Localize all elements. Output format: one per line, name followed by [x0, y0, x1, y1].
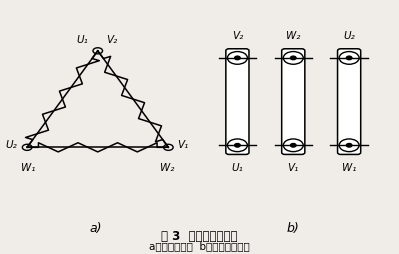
FancyBboxPatch shape: [338, 49, 361, 154]
Text: W₁: W₁: [21, 163, 35, 172]
Text: V₂: V₂: [106, 35, 117, 45]
Text: U₂: U₂: [343, 31, 355, 41]
Circle shape: [235, 144, 240, 147]
Text: U₂: U₂: [6, 140, 17, 150]
Text: V₁: V₁: [177, 140, 188, 150]
Text: W₂: W₂: [286, 31, 300, 41]
Circle shape: [290, 56, 296, 60]
Text: a）接线原理图  b）接线盒连接图: a）接线原理图 b）接线盒连接图: [149, 241, 250, 251]
Circle shape: [290, 144, 296, 147]
Text: W₁: W₁: [342, 163, 356, 172]
Text: V₁: V₁: [288, 163, 299, 172]
Text: W₂: W₂: [160, 163, 175, 172]
FancyBboxPatch shape: [282, 49, 305, 154]
Circle shape: [346, 56, 352, 60]
Text: 图 3  绕组三角形接线: 图 3 绕组三角形接线: [161, 230, 238, 243]
Circle shape: [235, 56, 240, 60]
Text: U₁: U₁: [231, 163, 243, 172]
Circle shape: [346, 144, 352, 147]
Text: a): a): [89, 222, 102, 235]
Text: U₁: U₁: [76, 35, 88, 45]
Text: b): b): [287, 222, 300, 235]
Text: V₂: V₂: [232, 31, 243, 41]
FancyBboxPatch shape: [226, 49, 249, 154]
